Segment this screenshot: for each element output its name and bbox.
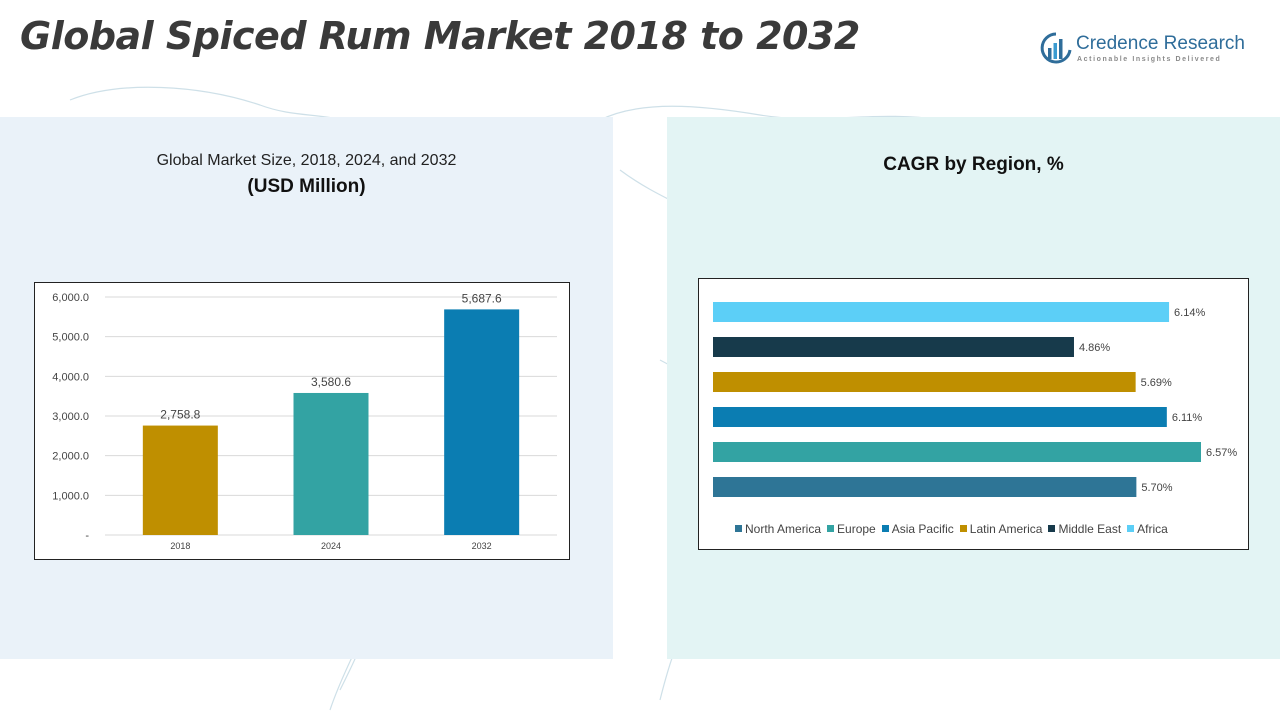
x-tick-label: 2032 (472, 541, 492, 551)
legend-swatch (959, 525, 967, 533)
legend-label: Middle East (1058, 522, 1122, 536)
bar-value-label: 3,580.6 (311, 375, 351, 389)
company-logo[interactable]: Credence Research Actionable Insights De… (1040, 30, 1255, 70)
legend-swatch (1048, 525, 1056, 533)
legend-label: North America (745, 522, 822, 536)
legend-label: Latin America (969, 522, 1043, 536)
legend-swatch (1127, 525, 1135, 533)
bar-value-label: 5,687.6 (462, 291, 502, 305)
legend-item: Africa (1127, 522, 1168, 536)
hbar-africa (713, 302, 1170, 322)
hbar-middle-east (713, 337, 1074, 357)
y-tick-label: 2,000.0 (52, 451, 89, 463)
cagr-chart: 6.14% 4.86% 5.69% 6.11% 6.57% 5.70% (698, 278, 1249, 550)
hbar-value-label: 6.11% (1172, 412, 1203, 424)
bar-2032 (444, 309, 520, 535)
logo-tagline: Actionable Insights Delivered (1077, 56, 1222, 63)
legend-swatch (735, 525, 742, 533)
market-size-chart: - 1,000.0 2,000.0 3,000.0 4,000.0 5,000.0 6,00… (34, 282, 570, 560)
hbar-value-label: 6.57% (1206, 447, 1237, 459)
hbar-north-america (713, 477, 1137, 497)
hbar-latin-america (713, 372, 1136, 392)
y-tick-label: 3,000.0 (52, 411, 89, 423)
y-tick-label: 4,000.0 (52, 371, 89, 383)
legend-item: Latin America (959, 522, 1043, 536)
market-size-unit: (USD Million) (247, 176, 366, 197)
logo-name: Credence Research (1076, 33, 1245, 54)
page-title: Global Spiced Rum Market 2018 to 2032 (20, 14, 860, 58)
hbar-value-label: 5.69% (1141, 377, 1172, 389)
legend-item: North America (735, 522, 821, 536)
x-tick-label: 2024 (321, 541, 341, 551)
bar-2018 (142, 425, 218, 535)
hbar-asia-pacific (713, 407, 1167, 427)
market-size-bar-chart: - 1,000.0 2,000.0 3,000.0 4,000.0 5,000.0 6,00… (52, 291, 557, 551)
legend-swatch (881, 525, 889, 533)
credence-logo-icon (1040, 32, 1072, 64)
legend-item: Middle East (1048, 522, 1121, 536)
y-tick-label: 1,000.0 (52, 490, 89, 502)
hbar-value-label: 4.86% (1079, 342, 1110, 354)
bar-value-label: 2,758.8 (160, 408, 200, 422)
legend-item: Asia Pacific (881, 522, 954, 536)
legend-swatch (827, 525, 835, 533)
hbar-value-label: 5.70% (1141, 482, 1172, 494)
y-tick-label: - (85, 530, 89, 542)
legend-label: Asia Pacific (891, 522, 954, 536)
bar-2024 (293, 392, 369, 535)
x-tick-label: 2018 (170, 541, 190, 551)
legend-label: Africa (1137, 522, 1168, 536)
hbar-europe (713, 442, 1201, 462)
cagr-title: CAGR by Region, % (883, 154, 1064, 175)
cagr-horizontal-bar-chart: 6.14% 4.86% 5.69% 6.11% 6.57% 5.70% (713, 302, 1237, 497)
y-tick-label: 6,000.0 (52, 292, 89, 304)
cagr-legend: North America Europe Asia Pacific Latin Ame… (735, 522, 1174, 536)
legend-item: Europe (827, 522, 876, 536)
legend-label: Europe (837, 522, 876, 536)
y-tick-label: 5,000.0 (52, 332, 89, 344)
market-size-title: Global Market Size, 2018, 2024, and 2032 (156, 152, 457, 169)
hbar-value-label: 6.14% (1174, 307, 1205, 319)
